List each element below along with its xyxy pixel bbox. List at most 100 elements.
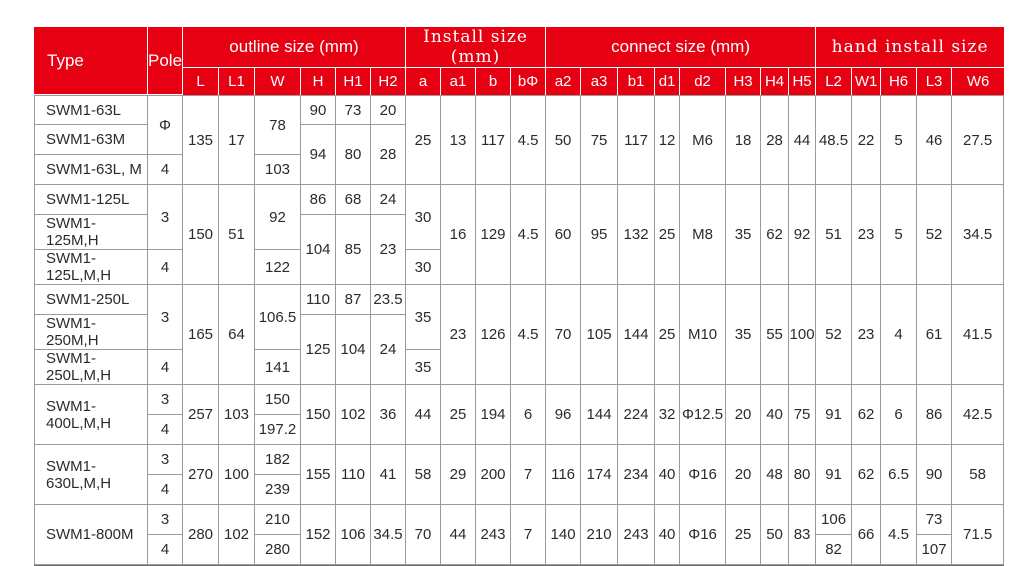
value-cell: 23 [852, 285, 882, 385]
table-row: SWM1-63L, M 4 103 [34, 155, 1004, 185]
value-cell: 51 [219, 185, 255, 285]
value-cell: 28 [371, 125, 407, 185]
value-cell: 34.5 [371, 505, 407, 565]
column-header-W1: W1 [852, 68, 882, 95]
value-cell: 78 [255, 95, 301, 155]
column-header-H6: H6 [881, 68, 918, 95]
value-cell: 106 [336, 505, 371, 565]
value-cell: 82 [816, 535, 853, 565]
value-cell: 6 [881, 385, 918, 445]
value-cell: 4 [148, 250, 183, 285]
value-cell: 48 [761, 445, 790, 505]
column-header-L: L [183, 68, 219, 95]
value-cell: 92 [255, 185, 301, 250]
value-cell: 135 [183, 95, 219, 185]
value-cell: 150 [301, 385, 336, 445]
value-cell: 3 [148, 505, 183, 535]
value-cell: 70 [546, 285, 582, 385]
value-cell: 22 [852, 95, 882, 185]
value-cell: 20 [726, 445, 762, 505]
type-cell: SWM1-125M,H [34, 215, 148, 250]
value-cell: 24 [371, 315, 407, 385]
value-cell: 75 [789, 385, 817, 445]
value-cell: 50 [546, 95, 582, 185]
value-cell: 73 [336, 95, 371, 125]
value-cell: M8 [680, 185, 727, 285]
value-cell: 243 [476, 505, 512, 565]
value-cell: 94 [301, 125, 336, 185]
value-cell: 68 [336, 185, 371, 215]
value-cell: 20 [371, 95, 407, 125]
value-cell: 106.5 [255, 285, 301, 350]
header-pole: Pole [148, 27, 183, 95]
value-cell: 48.5 [816, 95, 853, 185]
column-header-H3: H3 [726, 68, 762, 95]
value-cell: M10 [680, 285, 727, 385]
type-cell: SWM1-125L [34, 185, 148, 215]
value-cell: 61 [917, 285, 953, 385]
value-cell: 64 [219, 285, 255, 385]
column-header-d1: d1 [655, 68, 681, 95]
value-cell: 30 [406, 250, 442, 285]
value-cell: 4 [881, 285, 918, 385]
header-group-hand-install-size: hand install size [816, 27, 1005, 68]
value-cell: 18 [726, 95, 762, 185]
value-cell: 20 [726, 385, 762, 445]
table-row: SWM1-250L 3 165 64 106.5 110 87 23.5 35 23 126 4.5 7… [34, 285, 1005, 385]
column-header-L1: L1 [219, 68, 255, 95]
value-cell: 126 [476, 285, 512, 385]
column-header-a3: a3 [581, 68, 619, 95]
value-cell: 23 [852, 185, 882, 285]
value-cell: 23 [441, 285, 477, 385]
column-header-W: W [255, 68, 301, 95]
table-row: SWM1-800M 3 280 102 210 152 106 34.5 70 44 243 7 140… [34, 505, 1005, 565]
value-cell: 3 [148, 185, 183, 250]
value-cell: 80 [789, 445, 817, 505]
value-cell: 16 [441, 185, 477, 285]
column-header-H5: H5 [789, 68, 817, 95]
type-cell: SWM1-800M [34, 505, 148, 565]
value-cell: Φ16 [680, 505, 727, 565]
value-cell: 50 [761, 505, 790, 565]
value-cell: 83 [789, 505, 817, 565]
column-header-L2: L2 [816, 68, 853, 95]
value-cell: 141 [255, 350, 301, 385]
value-cell: 44 [441, 505, 477, 565]
value-cell: 90 [301, 95, 336, 125]
value-cell: 75 [581, 95, 619, 185]
column-header-H2: H2 [371, 68, 407, 95]
value-cell: 62 [852, 445, 882, 505]
value-cell: 4 [148, 415, 183, 445]
type-cell: SWM1-63L, M [34, 155, 148, 185]
value-cell: 25 [406, 95, 442, 185]
value-cell: 280 [183, 505, 219, 565]
header-group-install-size: Install size (mm) [406, 27, 547, 68]
value-cell: 5 [881, 185, 918, 285]
value-cell: 87 [336, 285, 371, 315]
value-cell: Φ12.5 [680, 385, 727, 445]
value-cell: 86 [301, 185, 336, 215]
column-header-a1: a1 [441, 68, 477, 95]
value-cell: 25 [655, 185, 681, 285]
value-cell: 270 [183, 445, 219, 505]
column-header-bΦ: bΦ [511, 68, 547, 95]
value-cell: 224 [618, 385, 656, 445]
value-cell: 110 [336, 445, 371, 505]
value-cell: 3 [148, 285, 183, 350]
table-header: Type Pole outline size (mm) Install size… [34, 27, 1005, 95]
value-cell: 117 [618, 95, 656, 185]
value-cell: 110 [301, 285, 336, 315]
value-cell: 210 [581, 505, 619, 565]
value-cell: 24 [371, 185, 407, 215]
value-cell: 144 [618, 285, 656, 385]
value-cell: 51 [816, 185, 853, 285]
value-cell: 152 [301, 505, 336, 565]
value-cell: 150 [255, 385, 301, 415]
table-row: SWM1-250M,H 125 104 24 [34, 315, 1004, 385]
value-cell: 44 [789, 95, 817, 185]
value-cell: 4.5 [511, 285, 547, 385]
value-cell: 243 [618, 505, 656, 565]
value-cell: 144 [581, 385, 619, 445]
column-header-L3: L3 [917, 68, 953, 95]
type-cell: SWM1-250L,M,H [34, 350, 148, 385]
